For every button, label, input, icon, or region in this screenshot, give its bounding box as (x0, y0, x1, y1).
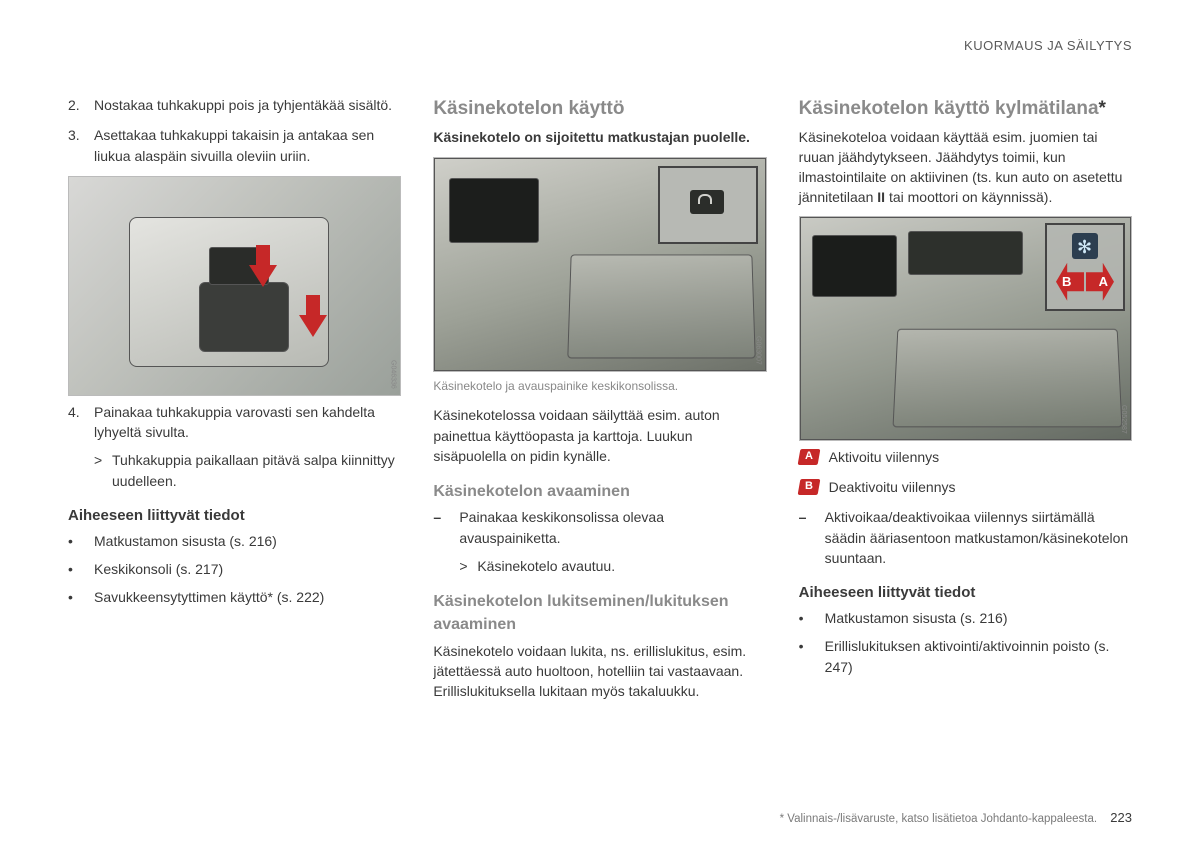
image-code: G063007 (753, 336, 763, 365)
arrow-down-icon (299, 315, 327, 337)
open-result: > Käsinekotelo avautuu. (459, 556, 766, 576)
result-marker: > (459, 556, 477, 576)
direction-arrows: B A (1056, 263, 1114, 301)
related-text: Erillislukituksen aktivointi/aktivoinnin… (825, 636, 1132, 677)
dash-icon: – (799, 507, 825, 568)
bullet-icon: • (799, 608, 825, 628)
lock-heading: Käsinekotelon lukitseminen/lukituksen av… (433, 590, 766, 636)
inset-detail (658, 166, 758, 244)
glovebox-body: Käsinekotelossa voidaan säilyttää esim. … (433, 405, 766, 466)
image-code: G052587 (1118, 405, 1128, 434)
related-item: •Savukkeensytyttimen käyttö* (s. 222) (68, 587, 401, 607)
step-2: 2. Nostakaa tuhkakuppi pois ja tyhjentäk… (68, 95, 401, 115)
arrow-a-icon: A (1086, 263, 1114, 301)
bullet-icon: • (799, 636, 825, 677)
legend-a: A Aktivoitu viilennys (799, 447, 1132, 467)
related-item: •Matkustamon sisusta (s. 216) (68, 531, 401, 551)
step-4-text: Painakaa tuhkakuppia varovasti sen kahde… (94, 404, 375, 440)
open-heading: Käsinekotelon avaaminen (433, 480, 766, 503)
cooling-step: – Aktivoikaa/deaktivoikaa viilennys siir… (799, 507, 1132, 568)
open-steps: – Painakaa keskikonsolissa olevaa avausp… (433, 507, 766, 576)
step-4: 4. Painakaa tuhkakuppia varovasti sen ka… (68, 402, 401, 491)
step-text: Nostakaa tuhkakuppi pois ja tyhjentäkää … (94, 95, 401, 115)
column-3: Käsinekotelon käyttö kylmätilana* Käsine… (799, 95, 1132, 709)
result-text: Käsinekotelo avautuu. (477, 556, 615, 576)
page-number: 223 (1110, 810, 1132, 825)
step-number: 2. (68, 95, 94, 115)
column-1: 2. Nostakaa tuhkakuppi pois ja tyhjentäk… (68, 95, 401, 709)
open-step: – Painakaa keskikonsolissa olevaa avausp… (433, 507, 766, 576)
lock-body: Käsinekotelo voidaan lukita, ns. erillis… (433, 641, 766, 702)
dash-icon: – (433, 507, 459, 576)
related-heading: Aiheeseen liittyvät tiedot (68, 505, 401, 527)
cooling-instruction: – Aktivoikaa/deaktivoikaa viilennys siir… (799, 507, 1132, 568)
step-list-cont: 4. Painakaa tuhkakuppia varovasti sen ka… (68, 402, 401, 491)
cooling-image: B A G052587 (799, 216, 1132, 441)
step-text: Painakaa tuhkakuppia varovasti sen kahde… (94, 402, 401, 491)
related-item: •Keskikonsoli (s. 217) (68, 559, 401, 579)
ignition-mode: II (877, 189, 885, 205)
related-text: Matkustamon sisusta (s. 216) (94, 531, 277, 551)
cooling-body: Käsinekoteloa voidaan käyttää esim. juom… (799, 127, 1132, 208)
bullet-icon: • (68, 587, 94, 607)
column-2: Käsinekotelon käyttö Käsinekotelo on sij… (433, 95, 766, 709)
related-heading: Aiheeseen liittyvät tiedot (799, 582, 1132, 604)
arrow-down-icon (249, 265, 277, 287)
cooling-heading-text: Käsinekotelon käyttö kylmätilana (799, 98, 1099, 119)
step-number: 4. (68, 402, 94, 491)
footer-note: * Valinnais-/lisävaruste, katso lisätiet… (780, 813, 1098, 825)
cooling-body-b: tai moottori on käynnissä). (885, 189, 1052, 205)
image-code: G046336 (387, 360, 397, 389)
result-text: Tuhkakuppia paikallaan pitävä salpa kiin… (112, 450, 401, 491)
cooling-inset: B A (1045, 223, 1125, 311)
open-step-body: Painakaa keskikonsolissa olevaa avauspai… (459, 507, 766, 576)
badge-a-icon: A (797, 449, 820, 465)
result-marker: > (94, 450, 112, 491)
open-step-text: Painakaa keskikonsolissa olevaa avauspai… (459, 509, 664, 545)
step-3: 3. Asettakaa tuhkakuppi takaisin ja anta… (68, 125, 401, 166)
snowflake-icon (1072, 233, 1098, 259)
legend-b-text: Deaktivoitu viilennys (829, 477, 956, 497)
bullet-icon: • (68, 531, 94, 551)
arrow-b-icon: B (1056, 263, 1084, 301)
step-4-result: > Tuhkakuppia paikallaan pitävä salpa ki… (94, 450, 401, 491)
step-list: 2. Nostakaa tuhkakuppi pois ja tyhjentäk… (68, 95, 401, 166)
glovebox-image: G063007 (433, 157, 766, 372)
ashtray-image: G046336 (68, 176, 401, 396)
legend-b: B Deaktivoitu viilennys (799, 477, 1132, 497)
cooling-heading: Käsinekotelon käyttö kylmätilana* (799, 95, 1132, 123)
glovebox-heading: Käsinekotelon käyttö (433, 95, 766, 123)
cooling-step-text: Aktivoikaa/deaktivoikaa viilennys siirtä… (825, 507, 1132, 568)
image-caption: Käsinekotelo ja avauspainike keskikonsol… (433, 378, 766, 395)
bullet-icon: • (68, 559, 94, 579)
related-item: •Matkustamon sisusta (s. 216) (799, 608, 1132, 628)
step-text: Asettakaa tuhkakuppi takaisin ja antakaa… (94, 125, 401, 166)
related-text: Matkustamon sisusta (s. 216) (825, 608, 1008, 628)
related-text: Keskikonsoli (s. 217) (94, 559, 223, 579)
badge-b-icon: B (797, 479, 820, 495)
related-item: •Erillislukituksen aktivointi/aktivoinni… (799, 636, 1132, 677)
page-footer: * Valinnais-/lisävaruste, katso lisätiet… (780, 810, 1132, 825)
asterisk-icon: * (1099, 98, 1106, 119)
related-list: •Matkustamon sisusta (s. 216) •Erillislu… (799, 608, 1132, 677)
step-number: 3. (68, 125, 94, 166)
glovebox-subtitle: Käsinekotelo on sijoitettu matkustajan p… (433, 127, 766, 147)
content-columns: 2. Nostakaa tuhkakuppi pois ja tyhjentäk… (68, 95, 1132, 709)
section-header: KUORMAUS JA SÄILYTYS (964, 38, 1132, 53)
related-list: •Matkustamon sisusta (s. 216) •Keskikons… (68, 531, 401, 608)
related-text: Savukkeensytyttimen käyttö* (s. 222) (94, 587, 324, 607)
legend-a-text: Aktivoitu viilennys (829, 447, 940, 467)
